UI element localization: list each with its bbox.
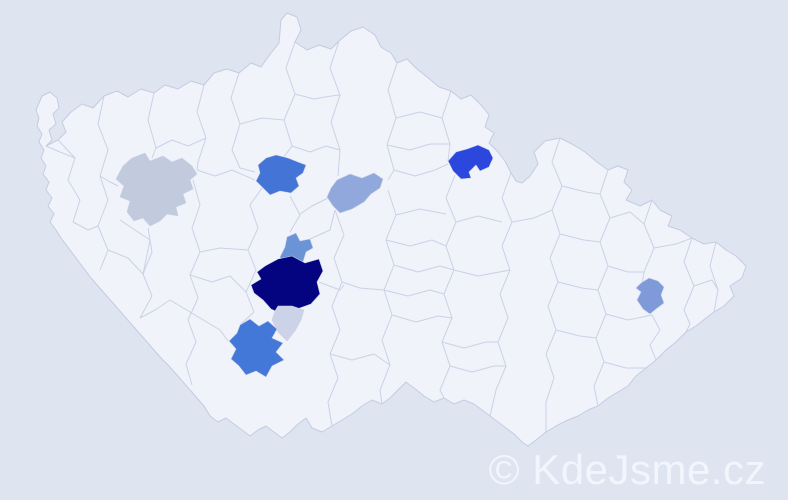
district-border-line bbox=[393, 163, 449, 177]
district-border-line bbox=[318, 281, 345, 291]
district-border-line bbox=[329, 353, 391, 366]
district-border-line bbox=[196, 169, 256, 181]
district-border-line bbox=[607, 265, 644, 273]
district-border-line bbox=[709, 241, 719, 313]
highlighted-districts bbox=[115, 144, 665, 378]
district-border-line bbox=[653, 237, 693, 249]
district-border-line bbox=[561, 185, 601, 195]
region-north-central bbox=[255, 154, 307, 196]
district-border-line bbox=[449, 365, 506, 373]
district-borders bbox=[45, 40, 719, 432]
district-border-line bbox=[693, 279, 719, 291]
district-border-line bbox=[386, 143, 450, 151]
district-border-line bbox=[489, 172, 513, 417]
region-central bbox=[326, 172, 384, 214]
district-border-line bbox=[441, 341, 498, 349]
district-border-line bbox=[189, 274, 247, 293]
district-border-line bbox=[107, 249, 144, 275]
district-border-line bbox=[453, 269, 511, 277]
district-border-line bbox=[649, 314, 661, 361]
district-border-line bbox=[395, 111, 443, 119]
district-border-line bbox=[230, 72, 256, 173]
district-border-line bbox=[57, 139, 81, 223]
district-border-line bbox=[239, 117, 285, 125]
district-border-line bbox=[147, 92, 157, 159]
district-border-line bbox=[511, 209, 553, 223]
region-south bbox=[228, 318, 285, 378]
district-border-line bbox=[386, 62, 398, 181]
district-border-line bbox=[294, 93, 341, 100]
region-east bbox=[635, 277, 665, 315]
district-border-line bbox=[185, 179, 201, 386]
district-border-line bbox=[239, 187, 263, 326]
district-border-line bbox=[383, 289, 445, 297]
district-border-line bbox=[291, 145, 341, 153]
district-border-line bbox=[395, 208, 447, 216]
district-border-line bbox=[169, 299, 229, 342]
district-border-line bbox=[379, 189, 397, 405]
district-border-line bbox=[557, 281, 599, 291]
district-border-line bbox=[439, 174, 457, 399]
district-border-line bbox=[97, 95, 109, 271]
district-border-line bbox=[139, 299, 171, 319]
district-border-line bbox=[72, 221, 99, 231]
district-border-line bbox=[385, 239, 447, 247]
district-border-line bbox=[559, 233, 601, 243]
district-border-line bbox=[329, 40, 341, 177]
region-central-light bbox=[271, 305, 305, 342]
district-border-line bbox=[441, 90, 452, 162]
district-border-line bbox=[555, 329, 597, 339]
district-border-line bbox=[45, 145, 76, 159]
district-border-line bbox=[593, 169, 611, 407]
district-border-line bbox=[299, 197, 329, 215]
district-border-line bbox=[609, 211, 645, 225]
district-border-line bbox=[199, 247, 249, 253]
district-border-line bbox=[309, 209, 336, 240]
district-border-line bbox=[603, 361, 646, 369]
district-border-line bbox=[683, 237, 695, 333]
district-border-line bbox=[393, 264, 455, 273]
region-west bbox=[115, 152, 198, 227]
district-border-line bbox=[289, 195, 301, 233]
district-border-line bbox=[605, 313, 653, 321]
region-northeast bbox=[447, 144, 494, 180]
district-border-line bbox=[155, 137, 207, 149]
district-border-line bbox=[341, 281, 385, 291]
district-border-line bbox=[391, 314, 453, 323]
district-border-line bbox=[455, 215, 503, 223]
district-border-line bbox=[282, 41, 296, 159]
region-central-dark bbox=[250, 255, 324, 316]
district-border-line bbox=[196, 84, 207, 171]
district-border-line bbox=[327, 209, 345, 427]
district-border-line bbox=[119, 219, 151, 275]
district-border-line bbox=[99, 175, 119, 187]
